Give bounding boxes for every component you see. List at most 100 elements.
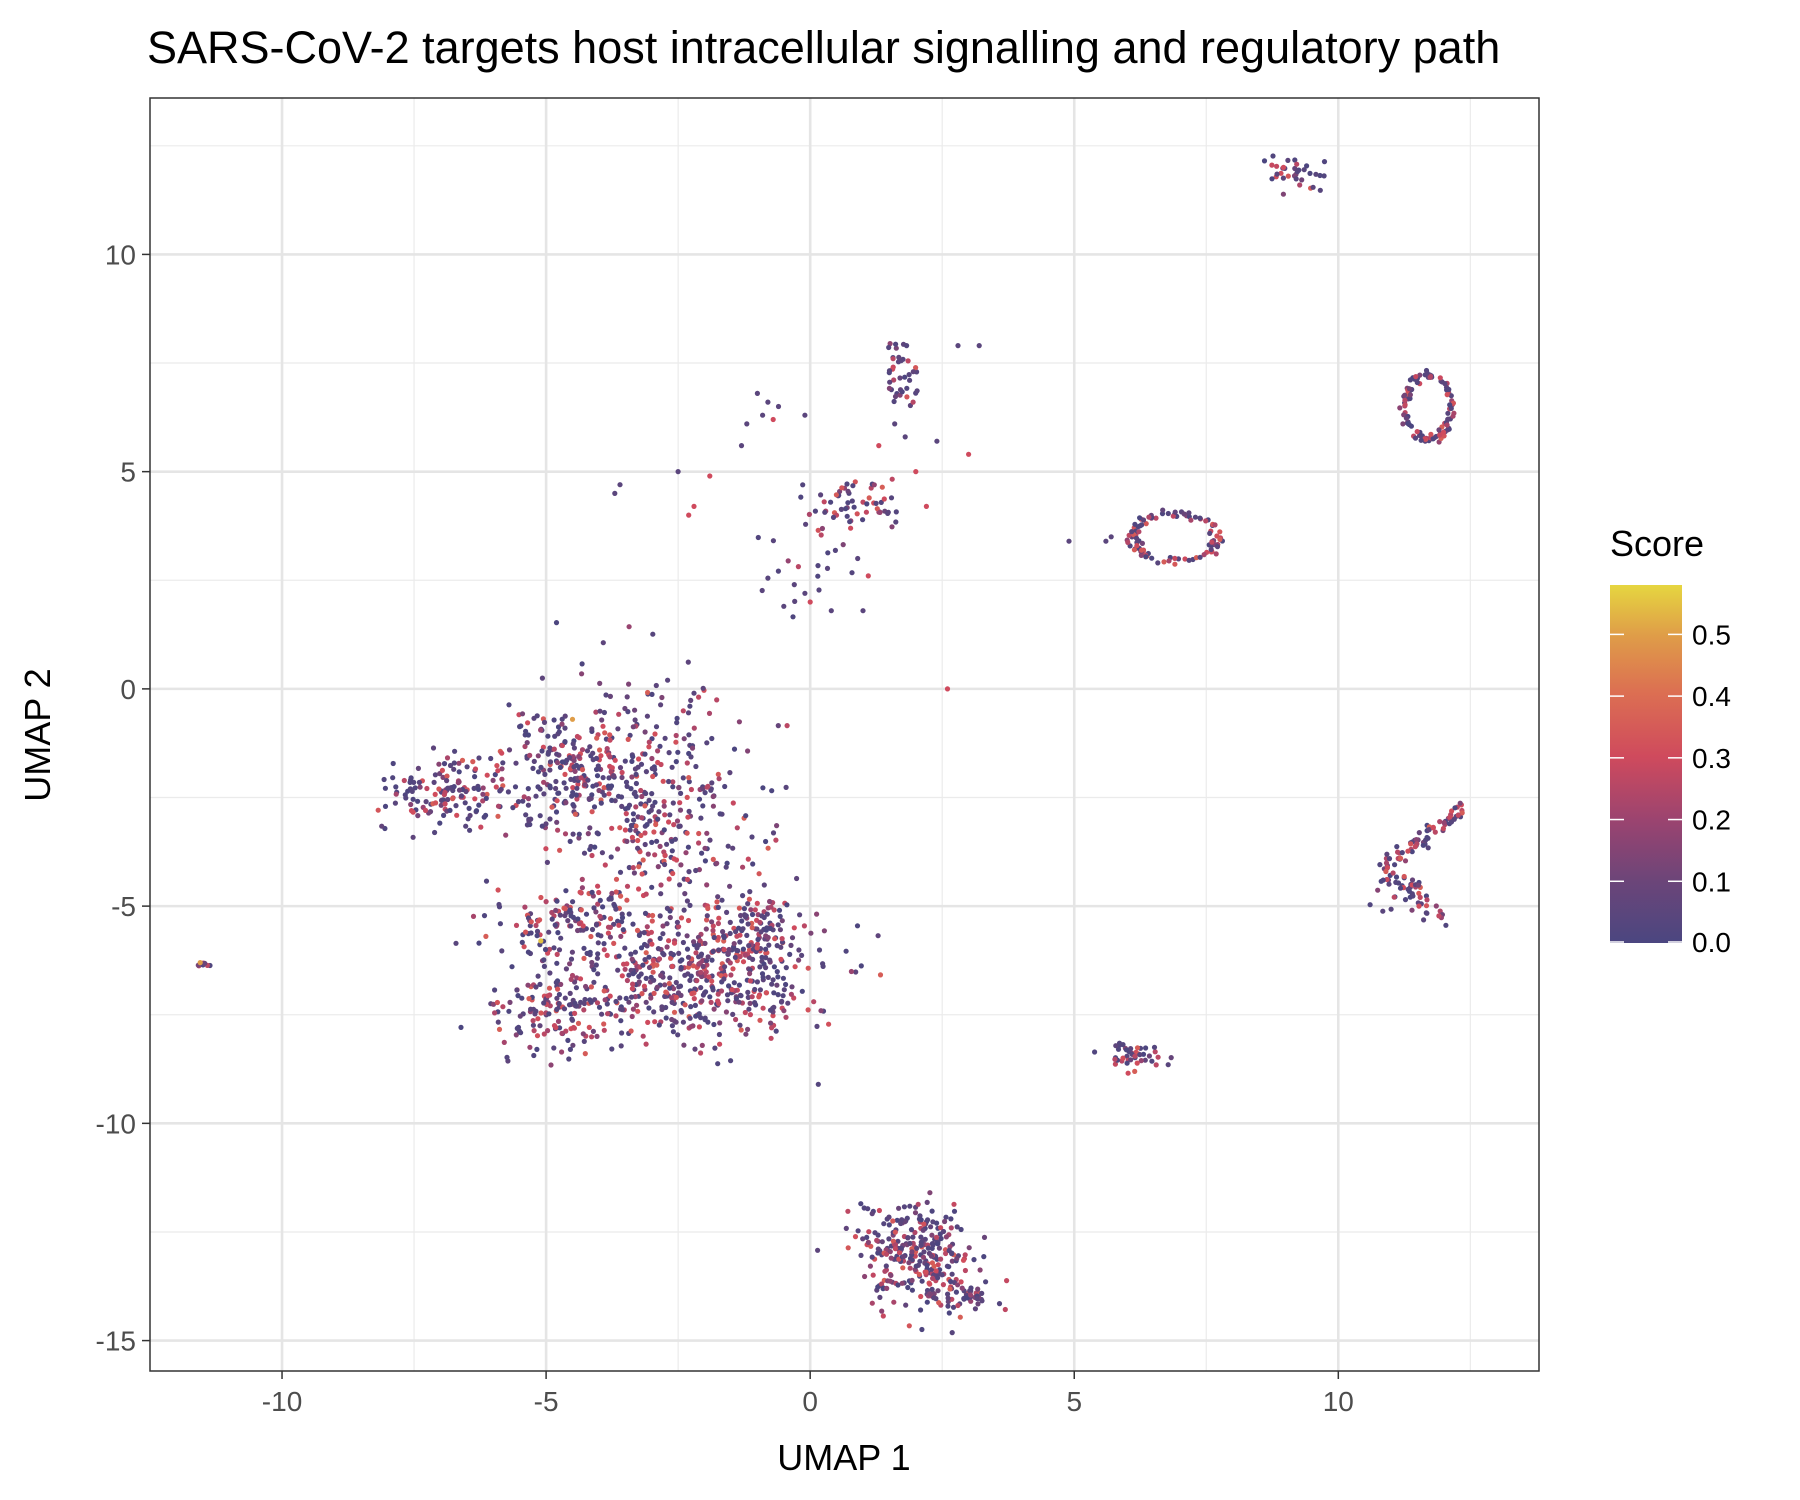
scatter-point: [947, 1244, 953, 1250]
scatter-point: [1412, 435, 1419, 441]
scatter-point: [709, 919, 715, 925]
scatter-point: [747, 1012, 754, 1018]
scatter-point: [775, 922, 781, 928]
x-axis-title: UMAP 1: [777, 1437, 910, 1478]
scatter-point: [1428, 431, 1434, 437]
scatter-point: [860, 1236, 866, 1242]
scatter-point: [553, 1024, 559, 1031]
scatter-point: [526, 818, 532, 824]
scatter-point: [451, 760, 457, 766]
scatter-point: [570, 741, 576, 747]
scatter-point: [775, 992, 781, 998]
scatter-point: [583, 983, 589, 990]
scatter-point: [770, 1005, 776, 1011]
scatter-point: [530, 1022, 537, 1028]
scatter-point: [909, 1287, 916, 1293]
scatter-point: [1134, 1060, 1140, 1066]
scatter-point: [725, 843, 731, 849]
scatter-point: [392, 800, 398, 806]
scatter-point: [687, 902, 693, 909]
scatter-point: [902, 374, 908, 380]
scatter-point: [902, 434, 908, 440]
scatter-point: [730, 1011, 736, 1018]
scatter-point: [704, 784, 710, 790]
scatter-point: [551, 945, 557, 951]
scatter-point: [650, 803, 656, 809]
scatter-point: [1420, 842, 1426, 848]
scatter-point: [1217, 529, 1223, 535]
scatter-point: [737, 992, 744, 999]
scatter-point: [800, 482, 806, 488]
scatter-point: [670, 800, 676, 806]
scatter-point: [572, 811, 579, 817]
scatter-point: [568, 976, 574, 983]
scatter-point: [533, 922, 539, 929]
scatter-point: [432, 829, 438, 836]
y-tick-label: 10: [105, 239, 136, 270]
scatter-point: [914, 388, 920, 394]
scatter-point: [632, 707, 638, 713]
scatter-point: [757, 919, 763, 925]
scatter-point: [595, 971, 601, 977]
scatter-point: [866, 1229, 872, 1235]
scatter-point: [1112, 1056, 1118, 1062]
scatter-point: [949, 1330, 955, 1336]
scatter-point: [1168, 1055, 1174, 1061]
scatter-point: [812, 508, 819, 514]
scatter-point: [649, 791, 655, 797]
scatter-point: [715, 894, 721, 900]
scatter-point: [652, 852, 658, 858]
scatter-point: [1208, 546, 1214, 553]
scatter-point: [1402, 397, 1408, 403]
scatter-point: [687, 1015, 693, 1021]
scatter-point: [599, 717, 605, 723]
scatter-point: [542, 771, 548, 778]
scatter-point: [799, 952, 805, 959]
scatter-point: [742, 1009, 748, 1016]
scatter-point: [641, 983, 648, 989]
scatter-point: [1406, 888, 1412, 894]
scatter-point: [710, 927, 716, 934]
scatter-point: [1188, 517, 1194, 523]
scatter-point: [794, 875, 800, 882]
scatter-point: [562, 995, 568, 1001]
scatter-point: [1207, 530, 1213, 537]
scatter-point: [906, 372, 912, 378]
scatter-point: [758, 929, 764, 935]
scatter-point: [892, 1229, 898, 1235]
scatter-point: [905, 358, 911, 364]
scatter-point: [646, 1005, 652, 1011]
scatter-point: [654, 962, 660, 968]
scatter-point: [1437, 432, 1443, 438]
scatter-point: [612, 490, 618, 496]
legend-colorbar: [1610, 585, 1682, 943]
scatter-point: [723, 1009, 730, 1015]
scatter-point: [901, 1254, 907, 1260]
scatter-point: [520, 798, 526, 804]
scatter-point: [818, 1008, 824, 1014]
scatter-point: [783, 1014, 789, 1020]
scatter-point: [684, 794, 690, 801]
scatter-point: [530, 765, 536, 772]
scatter-point: [805, 965, 811, 971]
scatter-point: [709, 978, 715, 984]
scatter-point: [1448, 393, 1454, 399]
scatter-point: [892, 393, 899, 400]
scatter-point: [685, 710, 692, 716]
scatter-point: [756, 871, 762, 877]
scatter-point: [565, 1037, 571, 1043]
scatter-point: [847, 519, 853, 525]
scatter-point: [422, 807, 429, 814]
scatter-point: [563, 888, 569, 894]
scatter-point: [1440, 825, 1446, 832]
scatter-point: [554, 898, 560, 904]
scatter-point: [546, 929, 552, 935]
scatter-point: [515, 993, 521, 999]
scatter-point: [1304, 163, 1310, 169]
scatter-point: [1294, 161, 1300, 167]
scatter-point: [966, 1245, 972, 1251]
scatter-point: [910, 369, 916, 375]
scatter-point: [525, 732, 532, 738]
scatter-point: [595, 932, 601, 938]
scatter-point: [438, 802, 444, 808]
